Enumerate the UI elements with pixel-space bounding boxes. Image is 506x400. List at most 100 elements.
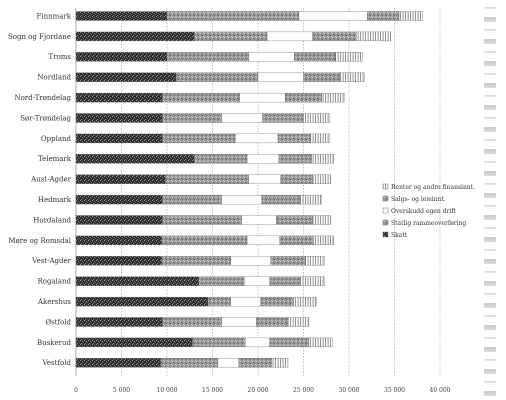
legend-label: Statlig rammeoverføring (391, 220, 466, 227)
bar-skatt (75, 174, 166, 184)
bar-renter-og-andre-finansinnt (305, 256, 325, 266)
x-tick-label: 40 000 (430, 387, 451, 394)
category-label: Telemark (38, 155, 72, 163)
bar-overskudd-egen-drift (217, 358, 240, 368)
category-label: Sør-Trøndelag (20, 114, 71, 122)
scan-edge-artifact (484, 0, 496, 400)
x-tick-label: 35 000 (384, 387, 405, 394)
legend-label: Salgs- og leieinnt. (391, 196, 446, 203)
bar-salgs-og-leieinnt (312, 31, 357, 42)
legend-swatch (382, 219, 389, 226)
bar-skatt (75, 337, 193, 348)
category-label: Nord-Trøndelag (14, 94, 71, 102)
bar-statlig-rammeoverf-ring (166, 52, 250, 62)
bar-skatt (75, 154, 195, 164)
bar-overskudd-egen-drift (246, 235, 280, 246)
bar-statlig-rammeoverf-ring (165, 174, 250, 184)
bar-overskudd-egen-drift (244, 276, 270, 286)
bar-statlig-rammeoverf-ring (194, 154, 248, 164)
bar-renter-og-andre-finansinnt (398, 11, 423, 21)
x-axis-ticks: 0 5 000 10 000 15 000 20 000 25 000 30 000 35 0… (74, 387, 451, 394)
bar-skatt (75, 256, 162, 266)
category-label: Hordaland (33, 216, 71, 224)
bar-statlig-rammeoverf-ring (160, 358, 219, 368)
bar-salgs-og-leieinnt (278, 154, 312, 164)
bar-overskudd-egen-drift (257, 72, 304, 82)
bar-skatt (75, 194, 163, 205)
bar-renter-og-andre-finansinnt (312, 215, 331, 225)
bar-renter-og-andre-finansinnt (321, 92, 345, 103)
bar-salgs-og-leieinnt (270, 256, 306, 266)
bars (75, 11, 423, 368)
bar-renter-og-andre-finansinnt (312, 174, 331, 184)
bar-skatt (75, 296, 209, 307)
bar-overskudd-egen-drift (230, 296, 261, 307)
category-label: Aust-Agder (30, 176, 71, 184)
bar-renter-og-andre-finansinnt (313, 235, 334, 246)
legend-label: Renter og andre finansinnt. (391, 184, 475, 191)
bar-skatt (75, 276, 199, 286)
bar-statlig-rammeoverf-ring (161, 256, 231, 266)
bar-skatt (75, 52, 168, 62)
x-tick-label: 10 000 (157, 387, 178, 394)
category-label: Oppland (41, 135, 72, 143)
category-label: Vestfold (42, 359, 72, 367)
bar-statlig-rammeoverf-ring (198, 276, 245, 286)
bar-salgs-og-leieinnt (262, 113, 304, 123)
bar-overskudd-egen-drift (248, 52, 295, 62)
category-label: Akershus (37, 298, 71, 306)
category-label: Østfold (45, 318, 71, 326)
bar-statlig-rammeoverf-ring (166, 11, 300, 21)
bar-renter-og-andre-finansinnt (271, 358, 289, 368)
legend-label: Overskudd egen drift (391, 208, 456, 215)
bar-statlig-rammeoverf-ring (162, 92, 240, 103)
bar-skatt (75, 92, 163, 103)
bar-salgs-og-leieinnt (269, 276, 301, 286)
bar-overskudd-egen-drift (298, 11, 368, 21)
x-tick-label: 5 000 (113, 387, 130, 394)
category-label: Buskerud (37, 339, 71, 347)
category-label: Rogaland (37, 278, 71, 286)
bar-overskudd-egen-drift (245, 337, 270, 348)
bar-renter-og-andre-finansinnt (311, 154, 334, 164)
bar-renter-og-andre-finansinnt (308, 337, 333, 348)
bar-salgs-og-leieinnt (260, 296, 294, 307)
category-label: Sogn og Fjordane (8, 33, 71, 41)
bar-statlig-rammeoverf-ring (192, 337, 246, 348)
legend-swatch (382, 231, 389, 238)
bar-salgs-og-leieinnt (367, 11, 400, 21)
bar-salgs-og-leieinnt (256, 317, 289, 327)
bar-overskudd-egen-drift (239, 92, 286, 103)
bar-renter-og-andre-finansinnt (300, 276, 325, 286)
bar-salgs-og-leieinnt (279, 235, 314, 246)
bar-renter-og-andre-finansinnt (299, 194, 322, 205)
bar-overskudd-egen-drift (246, 154, 280, 164)
category-label: Møre og Romsdal (8, 237, 71, 245)
bar-statlig-rammeoverf-ring (162, 133, 236, 144)
bar-skatt (75, 72, 177, 82)
bar-statlig-rammeoverf-ring (207, 296, 231, 307)
bar-skatt (75, 235, 162, 246)
bar-salgs-og-leieinnt (280, 174, 313, 184)
bar-overskudd-egen-drift (221, 194, 262, 205)
legend-swatch (382, 195, 389, 202)
bar-overskudd-egen-drift (221, 317, 257, 327)
x-tick-label: 0 (74, 387, 78, 394)
bar-overskudd-egen-drift (248, 174, 281, 184)
category-label: Vest-Agder (31, 257, 71, 265)
bar-skatt (75, 358, 161, 368)
bar-statlig-rammeoverf-ring (162, 194, 222, 205)
bar-renter-og-andre-finansinnt (287, 317, 310, 327)
category-labels: Finnmark Sogn og Fjordane Troms Nordland Nor… (8, 12, 72, 367)
bar-skatt (75, 31, 195, 42)
legend: Renter og andre finansinnt. Salgs- og lei… (382, 183, 475, 239)
bar-salgs-og-leieinnt (269, 337, 310, 348)
bar-salgs-og-leieinnt (277, 133, 311, 144)
bar-salgs-og-leieinnt (261, 194, 301, 205)
bar-renter-og-andre-finansinnt (335, 52, 363, 62)
gridlines (75, 8, 441, 376)
bar-salgs-og-leieinnt (285, 92, 322, 103)
legend-swatch (382, 183, 389, 190)
bar-salgs-og-leieinnt (276, 215, 313, 225)
bar-skatt (75, 113, 163, 123)
